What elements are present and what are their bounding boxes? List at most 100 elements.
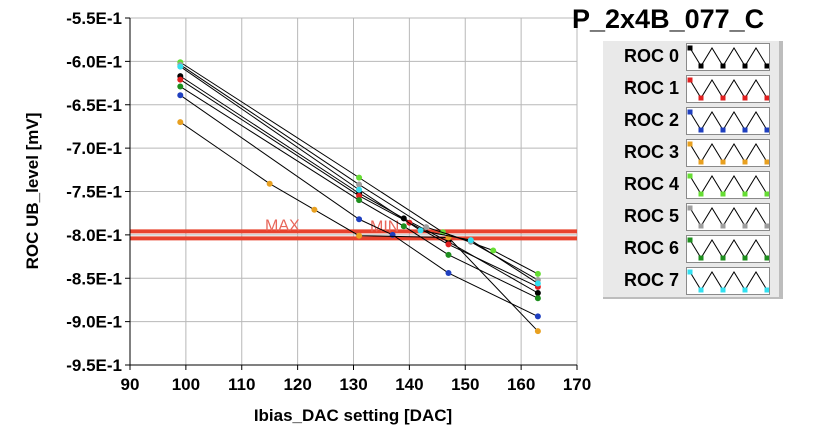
legend-marker xyxy=(764,159,769,165)
legend-marker xyxy=(720,63,726,69)
data-point xyxy=(534,270,541,277)
data-point xyxy=(177,119,184,126)
legend-swatch xyxy=(686,139,770,167)
legend-line xyxy=(689,47,768,67)
data-point xyxy=(423,224,430,231)
legend-label: ROC 5 xyxy=(623,206,679,226)
data-point xyxy=(356,216,363,223)
legend-marker xyxy=(698,255,704,261)
x-tick-label: 170 xyxy=(563,375,591,394)
grid xyxy=(129,17,578,366)
legend-label: ROC 3 xyxy=(623,142,679,162)
legend-marker xyxy=(698,159,704,165)
data-point xyxy=(266,180,273,187)
legend-marker xyxy=(764,287,769,293)
legend-marker xyxy=(687,109,693,115)
legend-swatch xyxy=(686,171,770,199)
legend-item: ROC 6 xyxy=(603,235,775,263)
board-title: P_2x4B_077_C xyxy=(572,4,765,34)
legend-marker xyxy=(742,63,748,69)
series-line xyxy=(180,121,539,332)
series-roc-3 xyxy=(177,119,541,335)
legend-marker xyxy=(687,45,693,51)
data-point xyxy=(445,270,452,277)
y-tick-label: -8.5E-1 xyxy=(66,269,122,288)
data-point xyxy=(311,206,318,213)
legend-item: ROC 5 xyxy=(603,203,775,231)
x-tick-label: 140 xyxy=(395,375,423,394)
x-tick-label: 100 xyxy=(172,375,200,394)
legend-line xyxy=(689,239,768,259)
legend-line xyxy=(689,271,768,291)
legend-item: ROC 1 xyxy=(603,75,775,103)
data-point xyxy=(356,186,363,193)
legend-marker xyxy=(742,127,748,133)
legend-label: ROC 7 xyxy=(623,270,679,290)
x-tick-label: 90 xyxy=(121,375,140,394)
threshold-label-min: MIN xyxy=(370,218,399,235)
series-layer xyxy=(177,59,541,335)
x-tick-label: 110 xyxy=(228,375,255,394)
legend-marker xyxy=(742,223,748,229)
series-roc-7 xyxy=(177,63,541,287)
data-point xyxy=(417,227,424,234)
legend-item: ROC 4 xyxy=(603,171,775,199)
data-point xyxy=(389,231,396,238)
legend-marker xyxy=(698,223,704,229)
legend-marker xyxy=(742,287,748,293)
y-tick-label: -5.5E-1 xyxy=(66,9,122,28)
legend-marker xyxy=(698,191,704,197)
y-tick-label: -6.5E-1 xyxy=(66,96,122,115)
y-tick-label: -6.0E-1 xyxy=(66,52,122,71)
legend-item: ROC 3 xyxy=(603,139,775,167)
y-tick-label: -8.0E-1 xyxy=(66,226,122,245)
y-axis-title: ROC UB_level [mV] xyxy=(23,113,42,270)
legend-swatch xyxy=(686,203,770,231)
legend-marker xyxy=(698,127,704,133)
legend-marker xyxy=(720,191,726,197)
data-point xyxy=(467,237,474,244)
legend-marker xyxy=(720,159,726,165)
legend-marker xyxy=(720,127,726,133)
legend-marker xyxy=(764,191,769,197)
legend-marker xyxy=(687,77,693,83)
legend-marker xyxy=(698,63,704,69)
threshold-label-max: MAX xyxy=(265,217,300,234)
legend-label: ROC 4 xyxy=(623,174,679,194)
legend-marker xyxy=(764,95,769,101)
legend-marker xyxy=(720,95,726,101)
data-point xyxy=(534,289,541,296)
legend-label: ROC 2 xyxy=(623,110,679,130)
y-tick-label: -7.5E-1 xyxy=(66,183,122,202)
legend-marker xyxy=(742,95,748,101)
legend-marker xyxy=(687,173,693,179)
data-point xyxy=(356,232,363,239)
legend-swatch xyxy=(686,267,770,295)
legend-marker xyxy=(742,191,748,197)
legend-marker xyxy=(698,95,704,101)
data-point xyxy=(177,63,184,70)
legend-line xyxy=(689,143,768,163)
data-point xyxy=(534,328,541,335)
legend-swatch xyxy=(686,75,770,103)
data-point xyxy=(490,247,497,254)
data-point xyxy=(356,174,363,181)
data-point xyxy=(445,251,452,258)
data-point xyxy=(534,280,541,287)
y-tick-label: -9.0E-1 xyxy=(66,313,122,332)
legend-line xyxy=(689,207,768,227)
legend-marker xyxy=(764,63,769,69)
legend: ROC 0 ROC 1 ROC 2 ROC 3 ROC 4 ROC 5 ROC 6 ROC 7 xyxy=(603,41,783,299)
y-tick-label: -7.0E-1 xyxy=(66,139,122,158)
x-tick-label: 150 xyxy=(451,375,479,394)
threshold-lines: MAX MIN xyxy=(130,217,577,241)
legend-line xyxy=(689,175,768,195)
legend-marker xyxy=(742,159,748,165)
legend-marker xyxy=(687,141,693,147)
data-point xyxy=(356,192,363,199)
legend-label: ROC 6 xyxy=(623,238,679,258)
legend-label: ROC 0 xyxy=(623,46,679,66)
legend-marker xyxy=(687,205,693,211)
legend-marker xyxy=(764,255,769,261)
legend-swatch xyxy=(686,235,770,263)
